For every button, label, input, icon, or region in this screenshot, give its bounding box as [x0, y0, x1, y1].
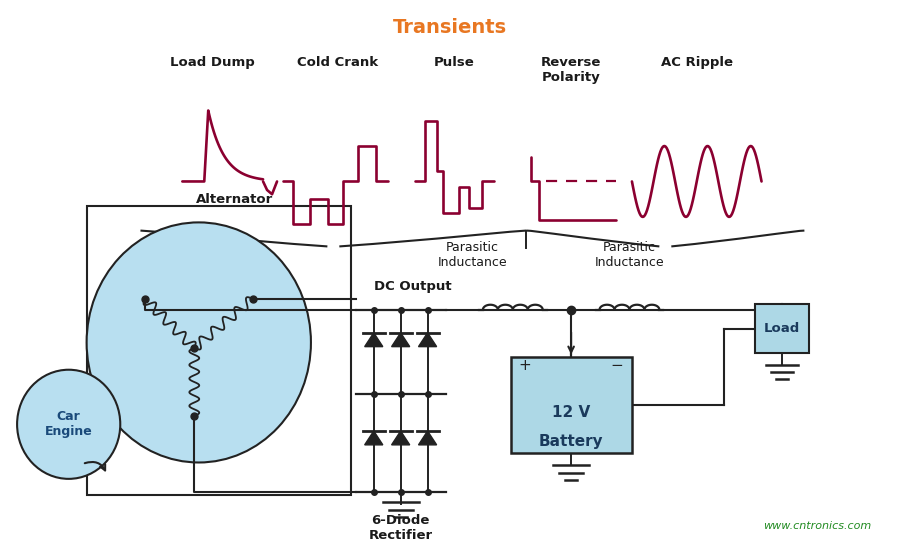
- Text: 12 V: 12 V: [552, 406, 590, 420]
- Ellipse shape: [86, 223, 310, 462]
- Polygon shape: [364, 333, 382, 347]
- Ellipse shape: [17, 370, 121, 479]
- Text: Reverse
Polarity: Reverse Polarity: [541, 56, 601, 84]
- Polygon shape: [392, 431, 410, 445]
- Text: Load: Load: [764, 322, 800, 336]
- Text: Cold Crank: Cold Crank: [297, 56, 378, 69]
- Text: Car
Engine: Car Engine: [45, 410, 93, 438]
- Text: Alternator: Alternator: [196, 193, 274, 206]
- Polygon shape: [392, 333, 410, 347]
- Text: 6-Diode
Rectifier: 6-Diode Rectifier: [369, 514, 433, 542]
- Text: Pulse: Pulse: [434, 56, 475, 69]
- Text: AC Ripple: AC Ripple: [661, 56, 733, 69]
- Polygon shape: [418, 431, 436, 445]
- Text: Parasitic
Inductance: Parasitic Inductance: [595, 241, 664, 269]
- Bar: [86, 206, 351, 495]
- Text: Battery: Battery: [539, 434, 603, 449]
- Text: Transients: Transients: [393, 18, 507, 37]
- Text: −: −: [611, 358, 624, 372]
- Polygon shape: [364, 431, 382, 445]
- Bar: [755, 304, 809, 353]
- Bar: [510, 358, 632, 453]
- Text: +: +: [518, 358, 532, 372]
- Polygon shape: [418, 333, 436, 347]
- Text: DC Output: DC Output: [374, 280, 452, 293]
- Text: Load Dump: Load Dump: [170, 56, 255, 69]
- Text: www.cntronics.com: www.cntronics.com: [763, 521, 872, 531]
- Text: Parasitic
Inductance: Parasitic Inductance: [437, 241, 508, 269]
